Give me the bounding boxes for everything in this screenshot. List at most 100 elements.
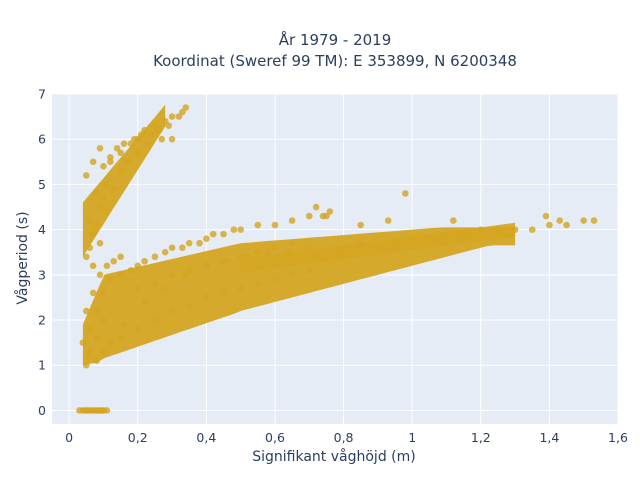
x-axis-ticks: 0 0,2 0,4 0,6 0,8 1 1,2 1,4 1,6 (65, 430, 628, 445)
data-point (244, 253, 251, 261)
data-point (288, 271, 296, 279)
data-point (477, 226, 485, 233)
data-point (168, 135, 176, 143)
data-point (100, 194, 107, 202)
y-tick-label: 4 (38, 222, 46, 237)
data-point (89, 289, 97, 297)
data-point (326, 208, 334, 215)
data-point (305, 267, 313, 274)
data-point (120, 321, 128, 328)
data-point (127, 140, 135, 148)
data-point (144, 140, 152, 148)
data-point (96, 271, 104, 279)
data-point (402, 190, 409, 197)
data-point (237, 226, 244, 233)
data-point (196, 239, 203, 247)
data-point (148, 131, 155, 138)
data-point (110, 257, 118, 265)
y-tick-label: 0 (38, 403, 46, 418)
data-point (450, 217, 457, 224)
data-point (264, 248, 272, 256)
data-point (151, 122, 159, 129)
data-point (134, 285, 142, 292)
data-point (93, 190, 100, 197)
data-point (134, 262, 142, 270)
data-point (93, 357, 100, 365)
data-point (141, 257, 148, 265)
data-point (103, 407, 111, 414)
data-point (546, 221, 553, 229)
y-tick-label: 6 (38, 132, 46, 147)
data-point (131, 135, 138, 143)
data-point (96, 239, 104, 247)
chart-title-line2: Koordinat (Sweref 99 TM): E 353899, N 62… (153, 52, 517, 70)
data-point (161, 248, 169, 256)
x-tick-label: 0,8 (334, 430, 354, 445)
data-point (155, 126, 162, 134)
scatter-points (76, 104, 598, 414)
data-point (271, 244, 279, 251)
data-point (117, 167, 124, 175)
data-point (96, 203, 104, 211)
data-point (93, 334, 100, 342)
data-point (556, 217, 563, 224)
data-point (185, 267, 193, 274)
data-point (96, 144, 104, 152)
data-point (100, 316, 107, 324)
data-point (113, 144, 121, 152)
x-tick-label: 0,6 (265, 430, 285, 445)
data-point (230, 226, 238, 233)
chart-title-line1: År 1979 - 2019 (279, 30, 392, 49)
data-point (151, 253, 159, 261)
data-point (117, 271, 124, 279)
data-point (288, 217, 296, 224)
upper-branch-cloud (82, 104, 166, 257)
y-tick-label: 7 (38, 87, 46, 102)
data-point (124, 158, 131, 166)
data-point (107, 339, 114, 346)
data-point (161, 285, 169, 292)
x-tick-label: 1,4 (539, 430, 559, 445)
data-point (127, 267, 135, 274)
data-point (271, 221, 279, 229)
data-point (83, 352, 90, 360)
data-point (137, 131, 145, 138)
data-point (209, 230, 217, 238)
data-point (220, 289, 227, 297)
data-point (83, 307, 90, 315)
data-point (117, 149, 124, 157)
data-point (86, 244, 94, 251)
data-point (83, 172, 90, 179)
data-point (288, 239, 296, 247)
data-point (134, 325, 142, 333)
data-point (511, 226, 519, 233)
data-point (357, 239, 365, 247)
y-tick-label: 3 (38, 267, 46, 282)
data-point (542, 212, 550, 220)
data-point (161, 117, 169, 125)
data-point (117, 334, 124, 342)
data-point (168, 307, 176, 315)
data-point (182, 271, 190, 279)
data-point (100, 348, 107, 355)
data-point (175, 113, 183, 120)
data-point (203, 262, 210, 270)
data-point (305, 212, 313, 220)
data-point (117, 253, 124, 261)
data-point (285, 248, 292, 256)
x-tick-label: 0,4 (196, 430, 216, 445)
data-point (528, 226, 536, 233)
y-tick-label: 2 (38, 313, 46, 328)
data-point (107, 276, 114, 283)
data-point (151, 280, 159, 288)
data-point (408, 235, 416, 242)
data-point (357, 221, 365, 229)
data-point (107, 158, 114, 166)
data-point (580, 217, 587, 224)
data-point (494, 226, 502, 233)
data-point (79, 339, 87, 346)
data-point (237, 285, 244, 292)
data-point (254, 280, 262, 288)
data-point (168, 244, 176, 251)
